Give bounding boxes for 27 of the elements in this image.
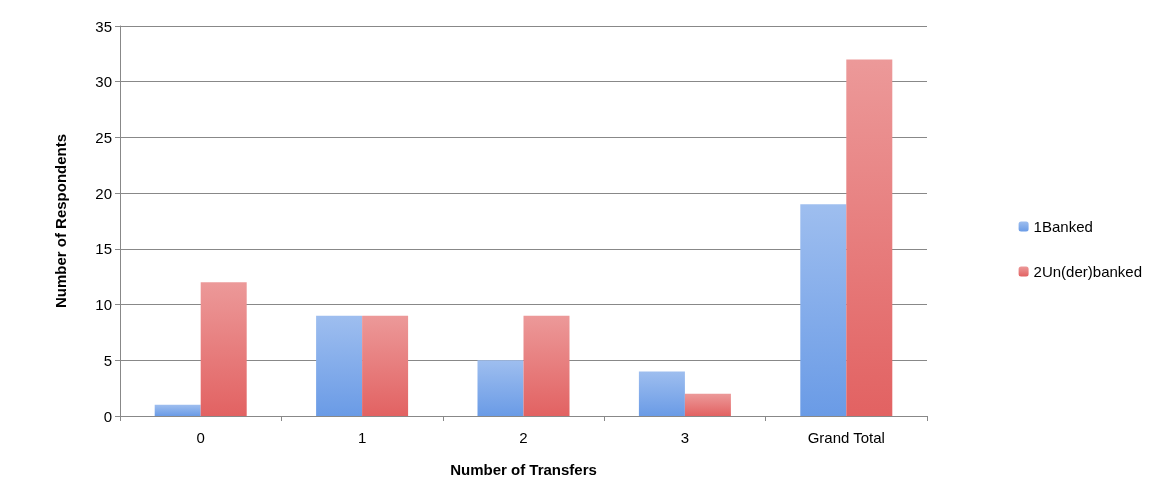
y-tick-label: 0 [103,407,112,425]
bar [200,282,247,416]
bar [800,204,847,416]
x-tick-label: 2 [519,429,528,446]
legend-label: 1Banked [1033,218,1093,235]
y-tick-label: 20 [95,184,112,202]
y-tick-label: 15 [95,240,112,258]
y-tick-label: 30 [95,73,112,91]
y-tick-label: 25 [95,128,112,146]
bar [523,315,570,416]
y-axis-title: Number of Respondents [52,133,69,309]
bar [638,371,685,416]
x-axis-title: Number of Transfers [450,461,597,478]
bar [362,315,409,416]
bar [846,59,893,416]
x-tick-label: 3 [680,429,690,446]
bar [154,404,201,416]
x-tick-label: 1 [357,429,367,446]
y-tick-label: 35 [95,17,112,35]
legend-label: 2Un(der)banked [1033,263,1143,280]
y-tick-label: 5 [103,351,112,369]
bar [316,315,363,416]
bar [477,360,524,416]
x-tick-label: Grand Total [807,429,885,446]
bar [684,393,731,416]
x-tick-label: 0 [196,429,205,446]
y-tick-label: 10 [95,296,112,314]
